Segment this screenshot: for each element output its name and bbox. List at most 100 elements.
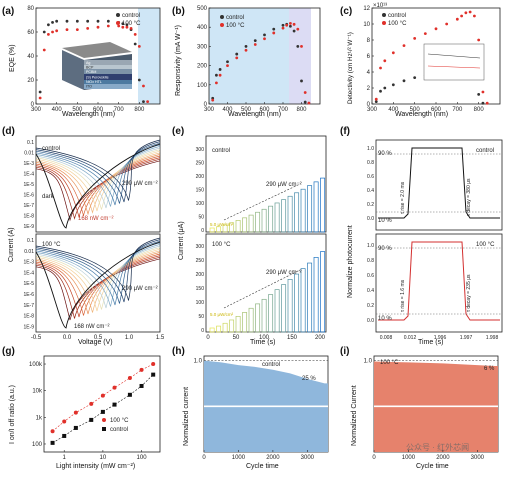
- e-top-y-ticklabel-1: 50: [198, 215, 204, 221]
- b-y-ticklabel-0: 0: [204, 102, 208, 108]
- a-point-treated-13: [129, 27, 133, 30]
- d-top-y-ticklabel-0: 0.1: [27, 140, 34, 146]
- d-top-y-ticklabel-4: 1E-5: [23, 182, 34, 188]
- e-top-pulse-14: [300, 188, 306, 233]
- f-top-y-ticklabel-0: 0.0: [367, 216, 374, 222]
- a-point-control-12: [125, 23, 129, 27]
- b-point-control-2: [218, 68, 222, 71]
- e-top-pulse-0: [209, 227, 215, 233]
- f-x-ticklabel-4: 1.998: [486, 335, 499, 341]
- h-x-ticklabel-1: 1000: [232, 455, 246, 461]
- a-x-ticklabel-4: 700: [114, 107, 125, 113]
- a-point-control-15: [137, 78, 141, 82]
- h-y-ticklabel-0: 1.0: [194, 359, 203, 365]
- b-point-treated-6: [253, 43, 257, 46]
- f-bot-y-ticklabel-3: 0.6: [367, 273, 374, 279]
- a-point-control-2: [47, 23, 50, 27]
- panel-e-arrow-bot: [223, 269, 301, 309]
- d-bot-y-ticklabel-2: 1E-3: [23, 260, 34, 266]
- a-point-treated-2: [47, 33, 50, 36]
- e-top-pulse-2: [222, 224, 228, 233]
- a-point-treated-6: [75, 28, 79, 31]
- e-top-pulse-17: [320, 177, 326, 233]
- e-bot-y-ticklabel-0: 0: [201, 328, 204, 334]
- f-bot-y-ticklabel-4: 0.8: [367, 258, 374, 264]
- c-x-ticklabel-2: 500: [410, 107, 421, 113]
- e-top-pulse-13: [294, 192, 300, 233]
- panel-f-decay-bot: τ decay = 235 μs: [466, 274, 472, 312]
- b-x-ticklabel-5: 800: [296, 107, 307, 113]
- panel-c-legend: control 100 °C: [382, 13, 407, 27]
- panel-d-top-frame: [35, 135, 161, 233]
- b-point-control-1: [215, 73, 218, 77]
- panel-d-bottom-label: 100 °C: [42, 242, 61, 248]
- f-bot-y-ticklabel-1: 0.2: [367, 303, 374, 309]
- panel-e-top-label: control: [212, 148, 230, 154]
- panel-c-ylabel: Detectivity (cm Hz¹/² W⁻¹): [347, 32, 354, 104]
- a-point-treated-14: [133, 33, 137, 36]
- e-bot-y-ticklabel-2: 100: [196, 300, 205, 306]
- e-top-pulse-7: [255, 211, 261, 233]
- device-stack-illustration: Ag BCP PCBM (S) Perovskite NiOx HTL ITO: [62, 42, 132, 90]
- panel-d-ylabel: Current (A): [8, 227, 15, 262]
- panel-e: control 100 °C 290 μW cm⁻² 290 μW cm⁻² 5…: [178, 135, 327, 346]
- panel-a-ylabel: EQE (%): [9, 44, 16, 72]
- d-x-ticklabel-0: -0.5: [31, 335, 42, 341]
- e-top-pulse-5: [242, 217, 248, 233]
- b-point-treated-1: [215, 81, 218, 85]
- panel-f-10-bot: 10 %: [378, 316, 392, 322]
- panel-g-legend-control: control: [110, 427, 128, 433]
- e-top-pulse-16: [313, 181, 319, 233]
- stack-label-perovskite: (S) Perovskite: [86, 75, 109, 79]
- c-point-treated-13: [473, 14, 476, 18]
- f-bot-trace: [378, 241, 500, 321]
- g-point-control-5: [112, 402, 117, 407]
- c-point-control-5: [413, 76, 417, 79]
- panel-h-ylabel: Normalized current: [183, 387, 190, 446]
- d-x-ticklabel-3: 1.0: [125, 335, 134, 341]
- panel-f-ylabel: Normalize photocurrent: [347, 225, 354, 298]
- b-x-ticklabel-1: 400: [222, 107, 233, 113]
- c-point-treated-16: [485, 101, 489, 105]
- c-point-treated-5: [413, 37, 417, 40]
- c-point-control-15: [481, 101, 485, 105]
- panel-i-xlabel: Cycle time: [416, 463, 449, 470]
- d-bot-y-ticklabel-1: 0.01: [24, 249, 34, 255]
- stack-layer-bcp: [84, 65, 132, 69]
- d-top-curve-5: [35, 152, 161, 214]
- e-bot-pulse-10: [274, 289, 280, 333]
- e-x-ticklabel-3: 150: [287, 335, 298, 341]
- b-point-control-14: [300, 79, 303, 83]
- e-bot-pulse-7: [255, 303, 261, 333]
- panel-e-high-top: 290 μW cm⁻²: [266, 182, 302, 188]
- c-point-treated-12: [468, 10, 472, 14]
- panel-f-decay-top: τ decay = 380 μs: [466, 178, 472, 216]
- e-bot-pulse-2: [222, 322, 228, 333]
- d-bot-curve-1: [35, 256, 161, 319]
- d-bot-curve-5: [35, 250, 161, 313]
- b-point-treated-9: [281, 26, 285, 30]
- c-point-treated-0: [374, 97, 378, 101]
- panel-f-90-top: 90 %: [378, 151, 392, 157]
- c-point-control-1: [379, 89, 382, 93]
- a-y-ticklabel-2: 40: [27, 54, 34, 60]
- a-point-control-14: [133, 42, 137, 46]
- a-y-ticklabel-4: 80: [27, 6, 34, 12]
- a-point-control-9: [106, 19, 110, 23]
- b-point-control-6: [253, 39, 257, 43]
- a-point-treated-11: [121, 25, 125, 29]
- e-bot-pulse-17: [320, 251, 326, 333]
- panel-c-inset-trace-treated: [427, 65, 481, 69]
- panel-a-nir-band: [138, 8, 160, 104]
- e-bot-pulse-9: [268, 294, 274, 333]
- a-point-treated-8: [96, 25, 100, 29]
- i-x-ticklabel-3: 3000: [471, 455, 485, 461]
- d-bot-y-ticklabel-3: 1E-4: [23, 270, 34, 276]
- e-bot-y-ticklabel-4: 200: [196, 272, 205, 278]
- g-y-ticklabel-0: 100: [32, 442, 43, 448]
- f-top-y-ticklabel-1: 0.2: [367, 202, 374, 208]
- h-x-ticklabel-0: 0: [202, 455, 206, 461]
- a-x-ticklabel-3: 600: [93, 107, 104, 113]
- a-point-control-3: [51, 21, 54, 24]
- c-x-ticklabel-1: 400: [388, 107, 399, 113]
